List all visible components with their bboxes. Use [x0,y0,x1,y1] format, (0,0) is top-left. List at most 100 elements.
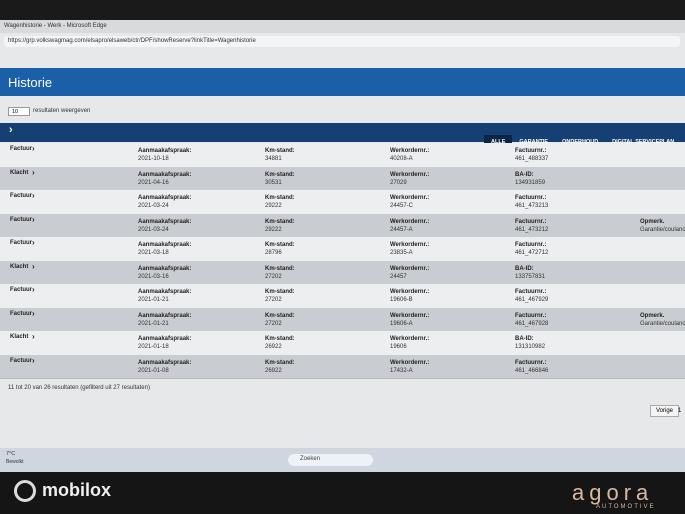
row-chevron: › [32,332,35,341]
mileage-label: Km-stand: [265,289,295,295]
work-order-label: Werkordernr.: [390,312,430,319]
filter-bar [0,123,685,142]
appointment-date-label: Aanmaakafspraak: [138,312,192,319]
row-type: Klacht [10,169,29,176]
weather-text: Bewolkt [6,459,24,465]
address-bar[interactable] [4,36,680,47]
appointment-date: 2021-10-18 [138,156,169,162]
row-chevron: › [32,144,35,153]
appointment-date: 2021-03-24 [138,203,169,209]
mileage-label: Km-stand: [265,171,295,178]
mileage: 28796 [265,250,282,256]
mileage: 27202 [265,320,282,327]
work-order-label: Werkordernr.: [390,171,430,178]
ba-id-label: BA-ID: [515,171,534,178]
work-order-label: Werkordernr.: [390,265,430,272]
mileage-label: Km-stand: [265,265,295,272]
length-label: resultaten weergeven [33,108,91,114]
agora-watermark: agora [572,480,654,505]
filter-tab[interactable]: GARANTIE [519,139,549,145]
page-number[interactable]: 1 [678,408,682,414]
result-info: 11 tot 20 van 26 resultaten (gefilterd u… [8,385,150,391]
invoice-number-label: Factuurnr.: [515,312,547,319]
page-header [0,68,685,96]
title-bar [0,20,685,33]
filter-tab[interactable]: DIGITAL SERVICEPLAN [612,139,675,145]
history-row[interactable]: Klacht › Aanmaakafspraak: 2021-03-16 Km-stan… [0,260,685,285]
history-row[interactable]: Factuur › Aanmaakafspraak: 2021-03-24 Km-sta… [0,213,685,238]
invoice-number: 461_473212 [515,226,549,233]
appointment-date-label: Aanmaakafspraak: [138,265,192,272]
invoice-number-label: Factuurnr.: [515,359,547,366]
row-chevron: › [32,191,35,200]
ba-id-label: BA-ID: [515,265,534,272]
mileage: 29222 [265,203,282,209]
work-order: 19606-B [390,297,413,303]
mileage: 26922 [265,367,282,374]
work-order: 17432-A [390,367,413,374]
weather-temp: 7°C [6,451,16,457]
row-type: Klacht [10,334,29,340]
work-order: 27029 [390,179,407,186]
note-label: Opmerk. [640,218,665,225]
appointment-date: 2021-01-21 [138,297,169,303]
history-row[interactable]: Factuur › Aanmaakafspraak: 2021-03-24 Km-sta… [0,190,685,215]
row-chevron: › [32,308,35,318]
work-order-label: Werkordernr.: [390,336,430,342]
work-order-label: Werkordernr.: [390,289,430,295]
bezel [0,0,685,20]
search-box[interactable] [288,454,373,466]
history-row[interactable]: Factuur › Aanmaakafspraak: 2021-10-18 Km-sta… [0,143,685,168]
history-row[interactable]: Klacht › Aanmaakafspraak: 2021-04-16 Km-stan… [0,166,685,191]
row-type: Factuur [10,216,33,223]
row-chevron: › [32,214,35,224]
row-type: Factuur [10,146,33,152]
invoice-number-label: Factuurnr.: [515,218,547,225]
appointment-date-label: Aanmaakafspraak: [138,289,192,295]
history-row[interactable]: Factuur › Aanmaakafspraak: 2021-01-08 Km-sta… [0,354,685,379]
work-order: 24457-C [390,203,414,209]
desk [0,472,685,514]
work-order: 19606-A [390,320,413,327]
length-select[interactable]: 10 [8,107,30,116]
appointment-date: 2021-01-18 [138,344,169,350]
prev-button[interactable]: Vorige [650,405,680,417]
appointment-date-label: Aanmaakafspraak: [138,195,192,201]
work-order-label: Werkordernr.: [390,242,430,248]
window-title: Wagenhistorie - Werk - Microsoft Edge [4,23,107,29]
appointment-date-label: Aanmaakafspraak: [138,242,192,248]
ba-id: 134931859 [515,179,546,186]
appointment-date-label: Aanmaakafspraak: [138,359,192,366]
row-chevron: › [32,355,35,365]
invoice-number: 461_467928 [515,320,549,327]
row-type: Klacht [10,263,29,270]
mileage: 34881 [265,156,282,162]
url: https://grp.volkswagmag.com/elsapro/elsa… [8,38,256,44]
filter-tab[interactable]: ONDERHOUD [562,139,599,145]
work-order: 24457 [390,273,407,280]
history-row[interactable]: Factuur › Aanmaakafspraak: 2021-03-18 Km-sta… [0,237,685,262]
mobilox-watermark: mobilox [42,480,112,500]
mileage-label: Km-stand: [265,336,295,342]
mileage-label: Km-stand: [265,242,295,248]
work-order: 23835-A [390,250,413,256]
mileage-label: Km-stand: [265,195,295,201]
chevron: › [9,124,13,136]
mileage-label: Km-stand: [265,148,295,154]
work-order: 24457-A [390,226,413,233]
history-row[interactable]: Klacht › Aanmaakafspraak: 2021-01-18 Km-stan… [0,331,685,356]
row-type: Factuur [10,357,33,364]
invoice-number: 461_467929 [515,297,549,303]
appointment-date-label: Aanmaakafspraak: [138,148,192,154]
history-row[interactable]: Factuur › Aanmaakafspraak: 2021-01-21 Km-sta… [0,284,685,309]
mileage-label: Km-stand: [265,312,295,319]
row-chevron: › [32,167,35,177]
appointment-date-label: Aanmaakafspraak: [138,171,192,178]
ba-id: 133757831 [515,273,546,280]
history-row[interactable]: Factuur › Aanmaakafspraak: 2021-01-21 Km-sta… [0,307,685,332]
invoice-number: 461_473213 [515,203,549,209]
note: Garantie/coulance [640,226,685,233]
appointment-date: 2021-04-16 [138,179,169,186]
row-type: Factuur [10,310,33,317]
mileage-label: Km-stand: [265,218,295,225]
